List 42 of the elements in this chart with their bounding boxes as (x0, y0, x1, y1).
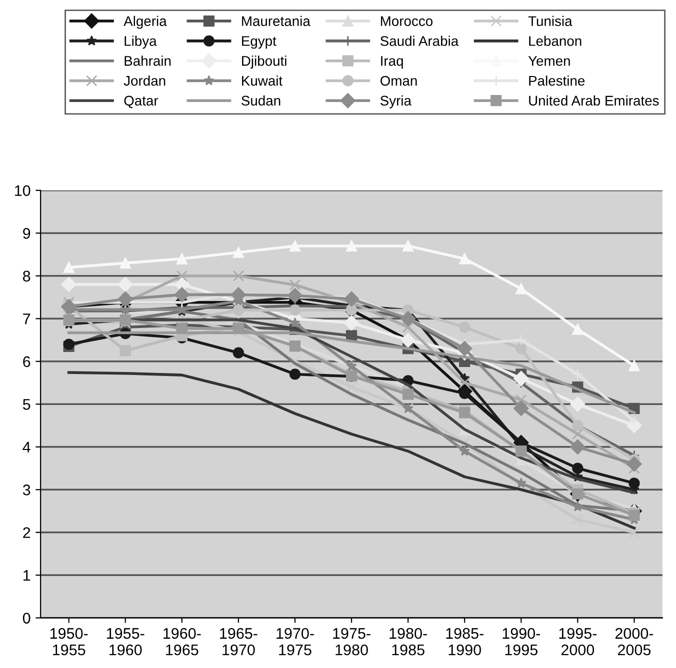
legend-label: Qatar (124, 96, 158, 108)
y-tick-label: 5 (22, 399, 30, 410)
x-tick-label: 1960- 1965 (164, 628, 201, 656)
legend-label: Yemen (528, 56, 570, 66)
x-tick-label: 1980- 1985 (390, 628, 427, 656)
legend-label: Lebanon (529, 36, 582, 46)
legend-label: Morocco (380, 16, 433, 26)
legend-label: Syria (380, 95, 412, 108)
legend-label: Djibouti (242, 56, 286, 69)
x-tick-label: 1975- 1980 (333, 628, 370, 656)
legend-label: Mauretania (242, 16, 310, 26)
x-tick-label: 1965- 1970 (220, 628, 258, 656)
x-tick-label: 1955- 1960 (106, 628, 144, 656)
y-tick-label: 1 (24, 570, 30, 581)
legend-label: Palestine (529, 76, 585, 86)
y-tick-label: 10 (15, 185, 30, 196)
x-tick-label: 1995- 2000 (559, 628, 597, 656)
legend-label: Kuwait (242, 76, 282, 86)
y-tick-label: 7 (23, 314, 30, 324)
legend-label: Sudan (242, 95, 280, 106)
legend-label: Jordan (124, 76, 166, 86)
x-tick-label: 1950- 1955 (50, 628, 88, 656)
legend-label: Libya (124, 36, 157, 49)
y-tick-label: 2 (23, 527, 30, 538)
legend-label: Tunisia (528, 16, 572, 26)
y-tick-label: 3 (22, 484, 30, 496)
x-tick-label: 1985- 1990 (446, 628, 484, 656)
legend-label: Bahrain (124, 56, 171, 66)
legend-label: Egypt (242, 36, 276, 49)
y-tick-label: 0 (22, 612, 30, 624)
y-tick-label: 8 (23, 270, 30, 282)
legend-label: Algeria (124, 16, 167, 29)
x-tick-label: 1990- 1995 (502, 628, 540, 656)
legend-label: United Arab Emirates (529, 95, 659, 106)
y-tick-label: 4 (22, 442, 30, 452)
y-tick-label: 9 (23, 228, 30, 239)
y-tick-label: 6 (23, 356, 30, 368)
legend-label: Oman (380, 76, 417, 86)
x-tick-label: 1970- 1975 (276, 628, 314, 656)
legend-label: Saudi Arabia (380, 36, 459, 46)
x-tick-label: 2000- 2005 (615, 628, 654, 656)
legend-label: Iraq (381, 56, 403, 69)
